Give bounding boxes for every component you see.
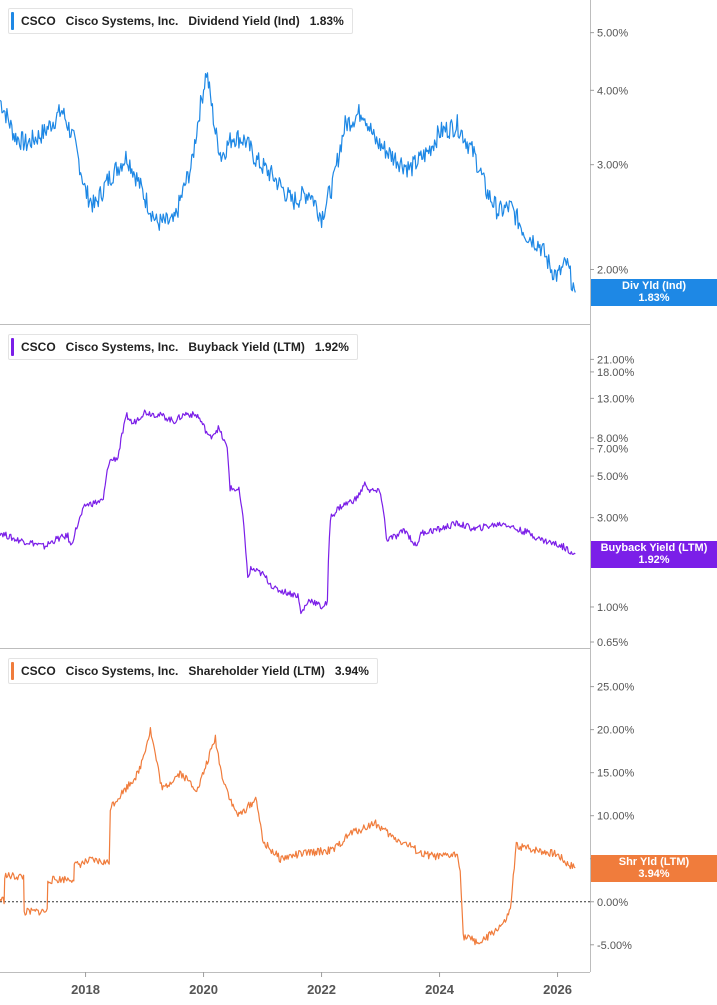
x-tick-label: 2026 — [543, 982, 572, 997]
tag-label: Buyback Yield (LTM) — [600, 542, 708, 554]
series-line-2 — [0, 409, 576, 615]
y-tick-label: 21.00% — [597, 354, 635, 366]
price-tag-shareholder-yield: Shr Yld (LTM) 3.94% — [591, 855, 717, 882]
y-tick-label: 3.00% — [597, 513, 628, 525]
y-tick-label: 0.65% — [597, 637, 628, 649]
y-tick-label: 18.00% — [597, 367, 635, 379]
y-tick-label: 4.00% — [597, 85, 628, 97]
legend-metric: Shareholder Yield (LTM) — [188, 664, 325, 678]
y-tick-label: 20.00% — [597, 725, 635, 737]
x-tick-label: 2020 — [189, 982, 218, 997]
legend-value: 1.92% — [314, 340, 349, 354]
x-tick-label: 2022 — [307, 982, 336, 997]
y-tick-label: 10.00% — [597, 811, 635, 823]
price-tag-dividend-yield: Div Yld (Ind) 1.83% — [591, 279, 717, 306]
legend-buyback-yield[interactable]: CSCO Cisco Systems, Inc. Buyback Yield (… — [8, 334, 358, 360]
legend-color-bar — [11, 12, 14, 30]
y-tick-label: 7.00% — [597, 444, 628, 456]
tag-value: 3.94% — [638, 868, 670, 880]
y-tick-label: 2.00% — [597, 264, 628, 276]
legend-color-bar — [11, 338, 14, 356]
legend-ticker: CSCO — [21, 664, 56, 678]
y-tick-label: 5.00% — [597, 28, 628, 40]
price-tag-buyback-yield: Buyback Yield (LTM) 1.92% — [591, 541, 717, 568]
y-tick-label: 8.00% — [597, 433, 628, 445]
tag-label: Shr Yld (LTM) — [618, 856, 690, 868]
tag-value: 1.92% — [638, 554, 670, 566]
series-line-1 — [0, 72, 576, 293]
legend-color-bar — [11, 662, 14, 680]
legend-metric: Dividend Yield (Ind) — [188, 14, 300, 28]
legend-value: 1.83% — [309, 14, 344, 28]
tag-value: 1.83% — [638, 292, 670, 304]
y-tick-label: 13.00% — [597, 393, 635, 405]
series-layer — [0, 72, 576, 946]
tick-layer: 5.00% 4.00% 3.00% 2.00% 21.00%18.00% 13.00% 8.… — [71, 28, 634, 997]
y-tick-label: 25.00% — [597, 682, 635, 694]
y-tick-label: 1.00% — [597, 602, 628, 614]
tag-label: Div Yld (Ind) — [622, 280, 686, 292]
y-tick-label: 0.00% — [597, 897, 628, 909]
legend-metric: Buyback Yield (LTM) — [188, 340, 305, 354]
legend-company: Cisco Systems, Inc. — [65, 340, 179, 354]
x-tick-label: 2024 — [425, 982, 455, 997]
y-tick-label: 5.00% — [597, 471, 628, 483]
y-tick-label: 3.00% — [597, 160, 628, 172]
y-tick-label: -5.00% — [597, 940, 632, 952]
y-tick-label: 15.00% — [597, 768, 635, 780]
x-tick-label: 2018 — [71, 982, 100, 997]
legend-value: 3.94% — [334, 664, 369, 678]
series-line-3 — [0, 726, 576, 946]
legend-company: Cisco Systems, Inc. — [65, 664, 179, 678]
legend-ticker: CSCO — [21, 14, 56, 28]
legend-company: Cisco Systems, Inc. — [65, 14, 179, 28]
legend-ticker: CSCO — [21, 340, 56, 354]
grid-layer — [0, 0, 591, 973]
legend-dividend-yield[interactable]: CSCO Cisco Systems, Inc. Dividend Yield … — [8, 8, 353, 34]
legend-shareholder-yield[interactable]: CSCO Cisco Systems, Inc. Shareholder Yie… — [8, 658, 378, 684]
